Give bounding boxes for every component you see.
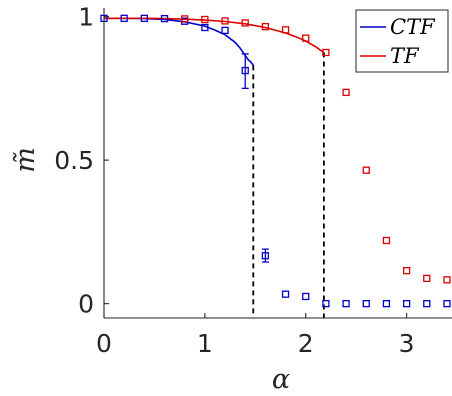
data-point-0-7: [241, 66, 249, 75]
x-tick-label-2: 2: [298, 329, 314, 358]
data-point-1-10: [382, 236, 391, 245]
data-point-1-6: [302, 34, 310, 42]
data-point-0-15: [402, 299, 411, 308]
data-point-1-7: [322, 48, 330, 57]
transition-lines: [252, 52, 325, 318]
legend-box: [355, 9, 449, 73]
tick-labels: 0 1 2 3 0 0.5 1: [54, 3, 414, 358]
legend-label-tf: TF: [390, 44, 420, 68]
data-markers: [100, 14, 451, 308]
data-point-0-3: [160, 14, 169, 23]
data-point-0-12: [342, 299, 350, 308]
theory-curves: [104, 17, 325, 66]
data-point-0-9: [281, 290, 290, 298]
data-point-1-4: [261, 23, 270, 31]
data-point-1-1: [201, 15, 209, 24]
data-point-0-2: [140, 14, 148, 22]
theory-curve-1: [104, 17, 325, 54]
data-point-1-9: [362, 166, 370, 174]
y-axis-label: m̃: [10, 147, 41, 173]
data-point-0-13: [362, 299, 370, 308]
legend-label-ctf: CTF: [390, 15, 436, 39]
data-point-0-6: [221, 26, 229, 35]
data-point-1-12: [423, 274, 431, 283]
y-tick-label-2: 1: [78, 3, 94, 32]
legend: CTF TF: [355, 9, 449, 73]
data-point-1-3: [241, 19, 249, 27]
data-point-0-1: [120, 14, 128, 22]
data-point-1-11: [402, 266, 411, 275]
data-point-0-14: [382, 299, 391, 308]
x-tick-label-0: 0: [96, 329, 112, 358]
data-point-1-2: [221, 17, 229, 25]
data-point-1-8: [342, 88, 350, 97]
theory-curve-0: [104, 17, 254, 66]
axes: [103, 8, 452, 319]
x-axis-label: α: [272, 364, 290, 395]
x-tick-label-3: 3: [399, 329, 415, 358]
data-point-0-5: [201, 23, 209, 32]
data-point-1-0: [181, 15, 189, 23]
data-point-0-16: [423, 299, 431, 308]
x-tick-label-1: 1: [197, 329, 213, 358]
data-point-0-17: [443, 299, 451, 308]
data-point-0-10: [302, 292, 310, 301]
data-point-0-11: [322, 299, 330, 308]
y-tick-label-0: 0: [78, 290, 94, 319]
data-point-1-5: [281, 26, 290, 34]
y-tick-label-1: 0.5: [54, 146, 94, 175]
data-point-1-13: [443, 276, 451, 284]
data-point-0-8: [261, 252, 270, 260]
